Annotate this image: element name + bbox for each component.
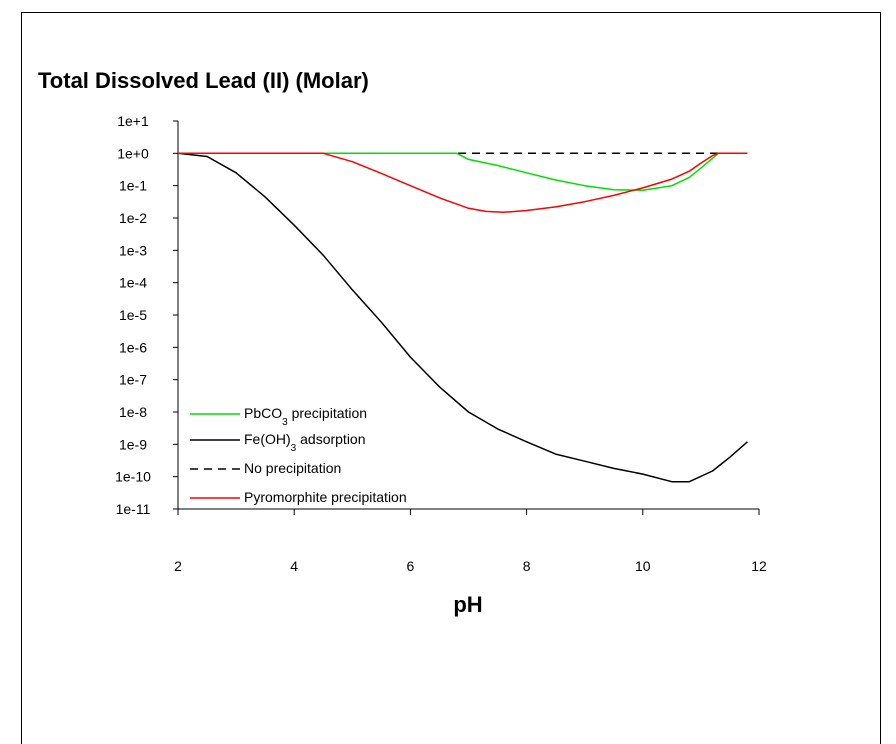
legend-name: Fe(OH) [244,431,291,447]
legend-subscript: 3 [282,417,288,428]
y-tick-label: 1e-1 [119,178,147,194]
y-tick-label: 1e-11 [116,501,151,517]
legend-label-pyromorphite: Pyromorphite precipitation [244,489,407,505]
legend-name: Pyromorphite precipitation [244,489,407,505]
x-axis-label: pH [453,592,482,617]
legend-label-noprecip: No precipitation [244,460,341,476]
legend-name-rest: adsorption [296,431,365,447]
chart-title: Total Dissolved Lead (II) (Molar) [38,68,369,93]
y-tick-label: 1e-5 [119,307,147,323]
series-group [177,152,748,483]
x-tick-label: 6 [407,558,415,574]
x-tick-label: 10 [635,558,651,574]
series-line-feoh3 [177,152,748,483]
x-tick-label: 8 [523,558,531,574]
y-tick-label: 1e-8 [119,404,147,420]
y-tick-label: 1e-7 [119,372,147,388]
series-line-pyromorphite [178,152,748,214]
y-tick-label: 1e-9 [119,436,147,452]
y-tick-label: 1e-6 [119,339,147,355]
legend-label-pbco3: PbCO3 precipitation [244,405,367,428]
x-tick-group: 2 4 6 8 10 12 [174,509,767,574]
x-tick-label: 12 [751,558,767,574]
y-tick-label: 1e-2 [119,210,147,226]
y-tick-label: 1e-10 [115,469,151,485]
y-tick-label: 1e-3 [119,242,147,258]
series-line-pbco3 [178,152,748,192]
y-tick-group: 1e+1 1e+0 1e-1 1e-2 1e-3 1e-4 1e-5 1e-6 1e-7 1e-8… [115,113,178,517]
y-tick-label: 1e+1 [117,113,149,129]
legend-subscript: 3 [291,443,297,454]
legend-name-rest: precipitation [288,405,367,421]
chart-frame [21,12,881,744]
legend-label-feoh3: Fe(OH)3 adsorption [244,431,366,454]
y-tick-label: 1e+0 [117,145,149,161]
y-tick-label: 1e-4 [119,275,147,291]
x-tick-label: 4 [290,558,298,574]
legend-name: PbCO [244,405,282,421]
x-tick-label: 2 [174,558,182,574]
legend-name: No precipitation [244,460,341,476]
